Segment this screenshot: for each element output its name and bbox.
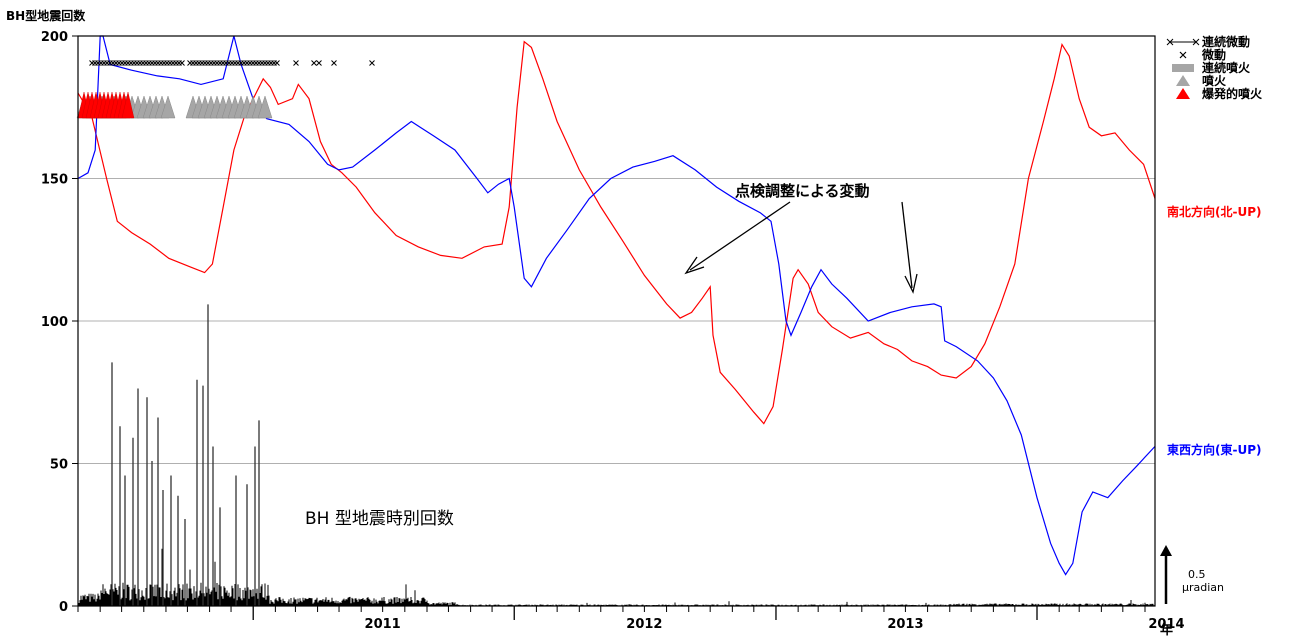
hourly-earthquake-histogram — [78, 304, 1155, 606]
ew-tilt-line — [77, 35, 1156, 576]
legend-swatch-x — [1166, 38, 1200, 46]
legend-label: 連続噴火 — [1202, 60, 1251, 75]
eruption-triangle — [160, 95, 176, 119]
y-tick-label: 0 — [59, 600, 68, 615]
legend-swatch-triangle — [1176, 75, 1190, 86]
y-tick-label: 150 — [41, 173, 68, 188]
scale-value: 0.5 — [1188, 568, 1206, 581]
x-axis: 2011 2012 2013 2014 — [77, 606, 1185, 632]
ns-series-label: 南北方向(北-UP) — [1167, 204, 1262, 219]
microtremor-marker — [316, 60, 322, 66]
microtremor-marker — [331, 60, 337, 66]
histogram-spikes — [111, 304, 260, 606]
microtremor-marker — [293, 60, 299, 66]
explosive-eruption-triangle — [121, 91, 135, 119]
x-tick-label: 2013 — [887, 617, 923, 632]
legend-swatch-x — [1179, 51, 1187, 59]
tilt-series-lines — [77, 35, 1156, 576]
histogram-bars — [78, 548, 1155, 606]
legend-label: 微動 — [1201, 47, 1226, 62]
y-axis-label: BH型地震回数 — [6, 8, 86, 23]
y-tick-label: 50 — [50, 458, 68, 473]
x-tick-label: 2012 — [626, 617, 662, 632]
microtremor-marker — [311, 60, 317, 66]
y-axis: 0 50 100 150 200 — [41, 30, 78, 615]
maintenance-arrows — [684, 201, 918, 294]
y-tick-label: 200 — [41, 30, 68, 45]
ns-tilt-line — [77, 40, 1156, 425]
microtremor-marker — [179, 60, 185, 66]
eruption-markers — [76, 60, 375, 119]
eruption-triangle — [257, 95, 273, 119]
legend-swatch-bar — [1172, 64, 1194, 72]
maintenance-annotation: 点検調整による変動 — [735, 182, 870, 200]
legend-label: 爆発的噴火 — [1202, 86, 1263, 101]
legend-label: 噴火 — [1202, 73, 1227, 88]
x-unit-label: 年 — [1160, 622, 1173, 638]
y-tick-label: 100 — [41, 315, 68, 330]
grid-lines — [78, 178, 1155, 464]
microtremor-marker — [369, 60, 375, 66]
legend-swatch-triangle — [1176, 88, 1190, 99]
scale-unit: μradian — [1182, 581, 1224, 594]
x-tick-label: 2011 — [365, 617, 401, 632]
legend-label: 連続微動 — [1202, 34, 1250, 49]
x-tick-label: 2014 — [1148, 617, 1184, 632]
microtremor-marker — [274, 60, 280, 66]
ew-series-label: 東西方向(東-UP) — [1167, 442, 1262, 457]
hourly-count-annotation: BH 型地震時別回数 — [305, 509, 454, 529]
scale-bar — [1160, 545, 1172, 604]
